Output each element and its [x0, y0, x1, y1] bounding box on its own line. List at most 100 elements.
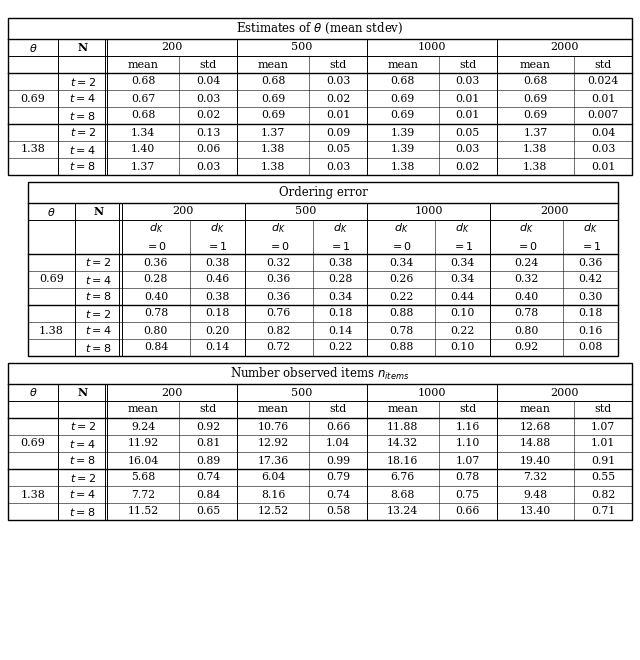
Text: 0.26: 0.26: [389, 275, 413, 284]
Text: 200: 200: [161, 387, 183, 397]
Text: 0.66: 0.66: [456, 506, 480, 517]
Text: $=0$: $=0$: [516, 240, 538, 251]
Text: 0.03: 0.03: [326, 77, 350, 86]
Text: N: N: [77, 387, 88, 398]
Text: 1.37: 1.37: [524, 127, 547, 137]
Text: $\theta$: $\theta$: [29, 42, 37, 53]
Text: 0.16: 0.16: [579, 325, 603, 335]
Text: 9.24: 9.24: [131, 422, 156, 432]
Text: 13.24: 13.24: [387, 506, 419, 517]
Text: 0.68: 0.68: [261, 77, 285, 86]
Text: 0.72: 0.72: [266, 343, 291, 352]
Text: 0.66: 0.66: [326, 422, 350, 432]
Text: $t=4$: $t=4$: [69, 143, 96, 156]
Text: 0.38: 0.38: [205, 292, 230, 302]
Text: 0.28: 0.28: [144, 275, 168, 284]
Text: 0.007: 0.007: [588, 110, 619, 121]
Text: 7.72: 7.72: [131, 490, 156, 500]
Text: 1.38: 1.38: [523, 145, 548, 154]
Text: 1.40: 1.40: [131, 145, 156, 154]
Text: 0.02: 0.02: [456, 162, 480, 172]
Text: 0.36: 0.36: [266, 275, 291, 284]
Text: 1000: 1000: [417, 387, 446, 397]
Text: 0.44: 0.44: [451, 292, 475, 302]
Text: 0.67: 0.67: [131, 94, 156, 104]
Text: 1.38: 1.38: [390, 162, 415, 172]
Text: $d_K$: $d_K$: [519, 222, 534, 236]
Text: 0.69: 0.69: [524, 110, 547, 121]
Text: 0.78: 0.78: [515, 308, 539, 319]
Text: 0.74: 0.74: [196, 473, 220, 482]
Text: 0.36: 0.36: [266, 292, 291, 302]
Text: 0.03: 0.03: [326, 162, 350, 172]
Text: 0.82: 0.82: [591, 490, 615, 500]
Text: 0.79: 0.79: [326, 473, 350, 482]
Text: 0.68: 0.68: [131, 77, 156, 86]
Text: std: std: [200, 59, 217, 69]
Text: 200: 200: [173, 207, 194, 216]
Text: $t=2$: $t=2$: [70, 471, 95, 484]
Text: Ordering error: Ordering error: [278, 186, 367, 199]
Text: $\theta$: $\theta$: [29, 387, 37, 399]
Text: 0.89: 0.89: [196, 455, 220, 465]
Text: mean: mean: [257, 405, 289, 414]
Text: 0.46: 0.46: [205, 275, 229, 284]
Text: 0.80: 0.80: [515, 325, 539, 335]
Text: 0.28: 0.28: [328, 275, 352, 284]
Text: $d_K$: $d_K$: [148, 222, 163, 236]
Text: 0.13: 0.13: [196, 127, 220, 137]
Text: 0.82: 0.82: [266, 325, 291, 335]
Text: 0.69: 0.69: [39, 275, 64, 284]
Text: mean: mean: [128, 59, 159, 69]
Text: 2000: 2000: [550, 42, 579, 53]
Text: 0.14: 0.14: [328, 325, 352, 335]
Text: 0.34: 0.34: [451, 275, 475, 284]
Text: 0.69: 0.69: [261, 110, 285, 121]
Text: 9.48: 9.48: [524, 490, 547, 500]
Text: 10.76: 10.76: [257, 422, 289, 432]
Text: 0.01: 0.01: [456, 110, 480, 121]
Text: 0.69: 0.69: [390, 94, 415, 104]
Text: mean: mean: [520, 405, 551, 414]
Text: 0.05: 0.05: [326, 145, 350, 154]
Text: 1.38: 1.38: [20, 145, 45, 154]
Text: 0.05: 0.05: [456, 127, 480, 137]
Text: 0.78: 0.78: [144, 308, 168, 319]
Text: 0.03: 0.03: [196, 94, 220, 104]
Text: 13.40: 13.40: [520, 506, 551, 517]
Text: $t=4$: $t=4$: [85, 325, 112, 337]
Text: 0.32: 0.32: [266, 257, 291, 267]
Text: 0.36: 0.36: [579, 257, 603, 267]
Text: 1.39: 1.39: [390, 145, 415, 154]
Text: 1.38: 1.38: [523, 162, 548, 172]
Bar: [28, 182, 618, 356]
Text: 1.37: 1.37: [261, 127, 285, 137]
Text: 0.40: 0.40: [515, 292, 539, 302]
Text: std: std: [595, 59, 612, 69]
Text: $t=8$: $t=8$: [69, 160, 96, 172]
Text: 0.69: 0.69: [20, 94, 45, 104]
Text: $=1$: $=1$: [329, 240, 351, 251]
Text: 0.34: 0.34: [451, 257, 475, 267]
Text: $t=8$: $t=8$: [69, 110, 96, 121]
Text: std: std: [200, 405, 217, 414]
Text: 0.74: 0.74: [326, 490, 350, 500]
Text: 2000: 2000: [540, 207, 568, 216]
Text: $=1$: $=1$: [452, 240, 474, 251]
Text: 0.69: 0.69: [390, 110, 415, 121]
Text: std: std: [459, 405, 476, 414]
Text: 0.36: 0.36: [144, 257, 168, 267]
Text: $d_K$: $d_K$: [333, 222, 348, 236]
Text: 0.03: 0.03: [456, 77, 480, 86]
Text: N: N: [77, 42, 88, 53]
Text: 0.84: 0.84: [196, 490, 220, 500]
Text: $t=2$: $t=2$: [86, 257, 111, 269]
Text: 0.34: 0.34: [328, 292, 352, 302]
Text: 0.18: 0.18: [579, 308, 603, 319]
Text: 0.68: 0.68: [131, 110, 156, 121]
Text: 0.88: 0.88: [389, 343, 413, 352]
Text: 0.03: 0.03: [456, 145, 480, 154]
Text: 0.91: 0.91: [591, 455, 615, 465]
Text: mean: mean: [387, 405, 419, 414]
Text: std: std: [330, 59, 347, 69]
